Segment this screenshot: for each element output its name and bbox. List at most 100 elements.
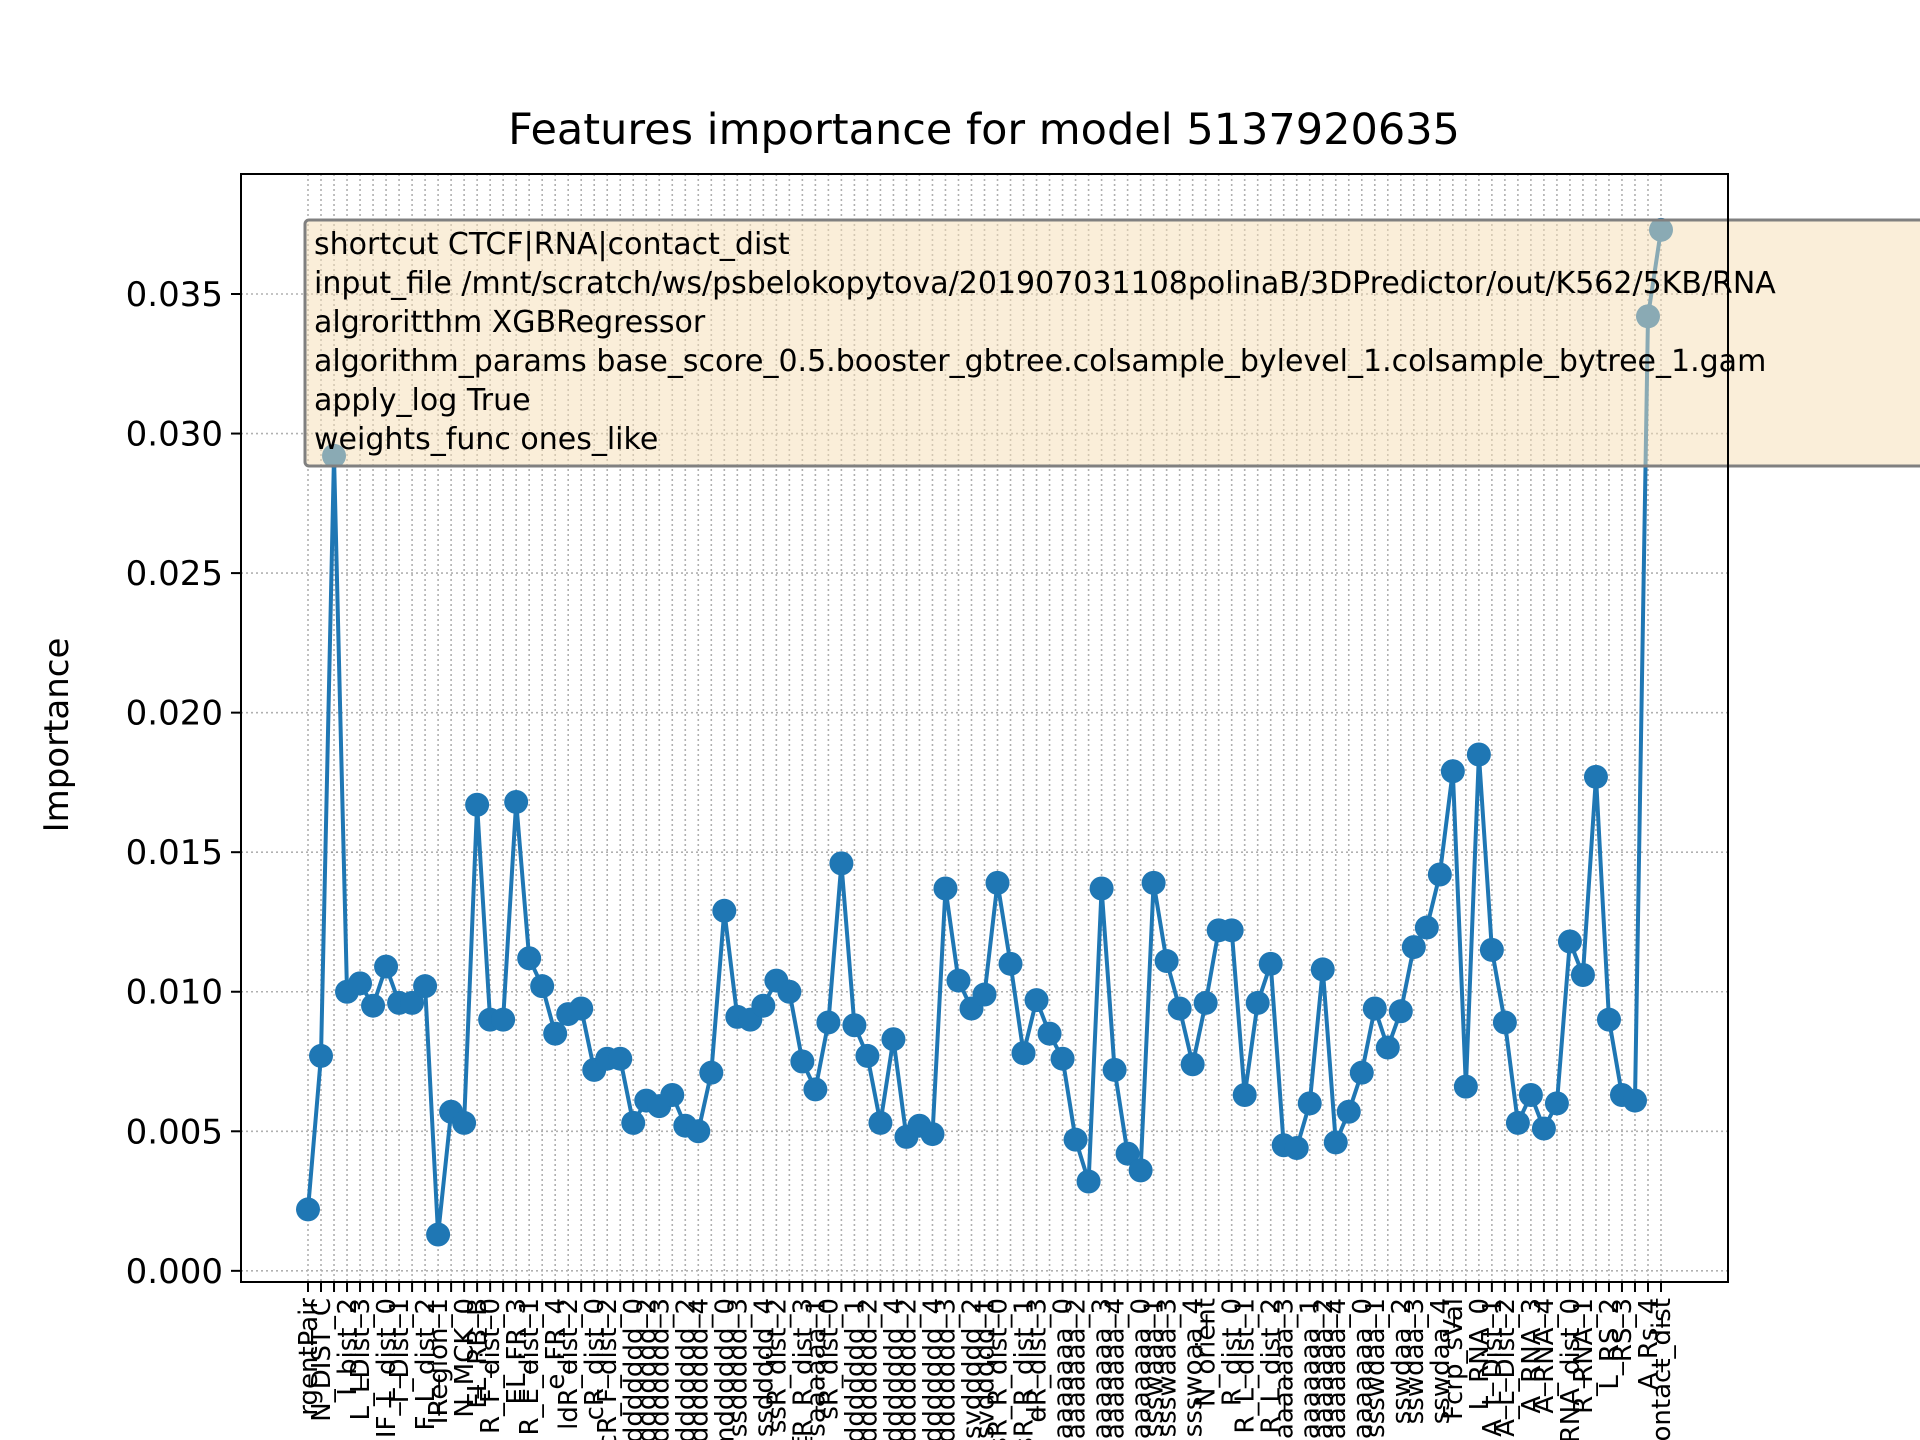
x-tick-label: rgentPair: [294, 1298, 324, 1416]
x-tick-label: aaaaaaaaa_3: [1088, 1298, 1118, 1440]
data-point: [712, 898, 737, 923]
data-point: [1323, 1130, 1348, 1155]
x-tick-label: aaaaaaaa_1: [1296, 1298, 1326, 1440]
y-tick-label: 0.020: [126, 694, 223, 734]
x-tick-label: ddddddddd_4: [879, 1298, 909, 1440]
data-point: [608, 1046, 633, 1071]
x-tick-label: R_RNA_1: [1569, 1298, 1599, 1414]
y-axis: 0.000 0.005 0.010 0.015 0.020 0.025 0.030 0.035: [126, 275, 241, 1292]
x-tick-label: ddddddd_0: [619, 1298, 649, 1440]
data-point: [1219, 918, 1244, 943]
x-tick-label: aaaaaaaaa_2: [1062, 1298, 1092, 1440]
data-point: [829, 851, 854, 876]
info-line: algroritthm XGBRegressor: [314, 305, 706, 340]
data-point: [1518, 1083, 1543, 1108]
x-tick-label: N_MCK_0: [450, 1298, 480, 1418]
data-point: [452, 1110, 477, 1135]
x-tick-label: svddddd_1: [971, 1298, 1001, 1439]
x-tick-label: RNA_dist_0: [1556, 1298, 1586, 1440]
data-point: [1388, 999, 1413, 1024]
x-tick-label: A_L_Dist_2: [1491, 1298, 1521, 1437]
data-point: [1284, 1136, 1309, 1161]
data-point: [1427, 862, 1452, 887]
data-point: [842, 1013, 867, 1038]
x-tick-label: L_RNA_0: [1465, 1298, 1495, 1410]
data-point: [1141, 870, 1166, 895]
x-tick-label: mdddddd_0: [710, 1298, 740, 1440]
data-point: [1297, 1091, 1322, 1116]
data-point: [1011, 1041, 1036, 1066]
x-tick-label: N_DIST_C: [307, 1298, 337, 1422]
info-box-background: [303, 218, 1920, 468]
x-tick-label: A_L_Dist_1: [1478, 1298, 1508, 1437]
info-line: algorithm_params base_score_0.5.booster_…: [314, 344, 1766, 379]
x-tick-label: ssswoaa_4: [1179, 1298, 1209, 1437]
x-tick-label: cR_F_dist_2: [593, 1298, 623, 1440]
x-tick-label: R_dist_0: [1218, 1298, 1248, 1406]
data-point: [686, 1119, 711, 1144]
x-tick-label: sR_R_dist_1: [1010, 1298, 1040, 1440]
data-point: [1050, 1046, 1075, 1071]
data-point: [1024, 988, 1049, 1013]
x-tick-label: sddddddd_3: [931, 1298, 961, 1440]
data-point: [946, 968, 971, 993]
data-point: [530, 974, 555, 999]
data-point: [1128, 1158, 1153, 1183]
data-point: [1063, 1127, 1088, 1152]
x-tick-label: ddddddd_2: [632, 1298, 662, 1440]
data-point: [1440, 759, 1465, 784]
data-point: [1544, 1091, 1569, 1116]
x-tick-label: A_RNA_4: [1530, 1298, 1560, 1414]
y-tick-label: 0.000: [126, 1252, 223, 1292]
data-point: [1154, 949, 1179, 974]
series-importance: [296, 217, 1673, 1247]
x-tick-label: sR_R_dist_0: [984, 1298, 1014, 1440]
data-point: [855, 1043, 880, 1068]
data-point: [1596, 1007, 1621, 1032]
data-point: [348, 971, 373, 996]
x-tick-label: EL_RB_B: [463, 1298, 493, 1409]
data-point: [1310, 957, 1335, 982]
data-point: [1089, 876, 1114, 901]
data-point: [998, 951, 1023, 976]
data-point: [1102, 1057, 1127, 1082]
x-tick-label: I_bist_2: [333, 1298, 363, 1396]
data-point: [790, 1049, 815, 1074]
x-tick-label: ddddddddd_2: [853, 1298, 883, 1440]
x-tick-label: EL_FR_3: [502, 1298, 532, 1404]
y-tick-label: 0.010: [126, 973, 223, 1013]
data-point: [1362, 996, 1387, 1021]
data-point: [1193, 990, 1218, 1015]
data-point: [400, 990, 425, 1015]
x-tick-label: ssR_dist_2: [762, 1298, 792, 1433]
x-tick-label: aaaaaaaaa_4: [1101, 1298, 1131, 1440]
x-tick-label: aaaaaaaa_0: [1049, 1298, 1079, 1440]
x-tick-label: sR_dist_0: [814, 1298, 844, 1420]
x-tick-label: aaaaaaaa_0: [1348, 1298, 1378, 1440]
x-tick-label: R_E_dist_1: [515, 1298, 545, 1436]
info-box: shortcut CTCF|RNA|contact_dist input_file…: [303, 218, 1920, 468]
x-tick-label: R_L_dist_2: [1257, 1298, 1287, 1434]
data-point: [296, 1197, 320, 1222]
x-tick-label: aaaaaaaa_0: [1127, 1298, 1157, 1440]
data-point: [1505, 1110, 1530, 1135]
data-point: [803, 1077, 828, 1102]
x-tick-label: T_Dist_1: [385, 1298, 415, 1408]
x-tick-label: dddddddd_3: [645, 1298, 675, 1440]
info-line: input_file /mnt/scratch/ws/psbelokopytov…: [314, 266, 1776, 301]
x-tick-label: IRegion_1: [424, 1298, 454, 1424]
plot-frame: [240, 173, 1729, 1283]
data-point: [309, 1043, 334, 1068]
data-point: [1401, 935, 1426, 960]
x-tick-label: R_F_dist_0: [476, 1298, 506, 1434]
x-tick-label: ssddddd_4: [749, 1298, 779, 1437]
data-point: [569, 996, 594, 1021]
x-tick-label: aaaaaaaa_3: [1270, 1298, 1300, 1440]
data-point: [816, 1010, 841, 1035]
x-tick-label: ontact_dist: [1647, 1298, 1677, 1440]
x-tick-label: Fcrp_sVal: [1439, 1298, 1469, 1420]
x-tick-label: aaaaaaaa_4: [1322, 1298, 1352, 1440]
data-point: [1336, 1099, 1361, 1124]
data-point: [920, 1122, 945, 1147]
